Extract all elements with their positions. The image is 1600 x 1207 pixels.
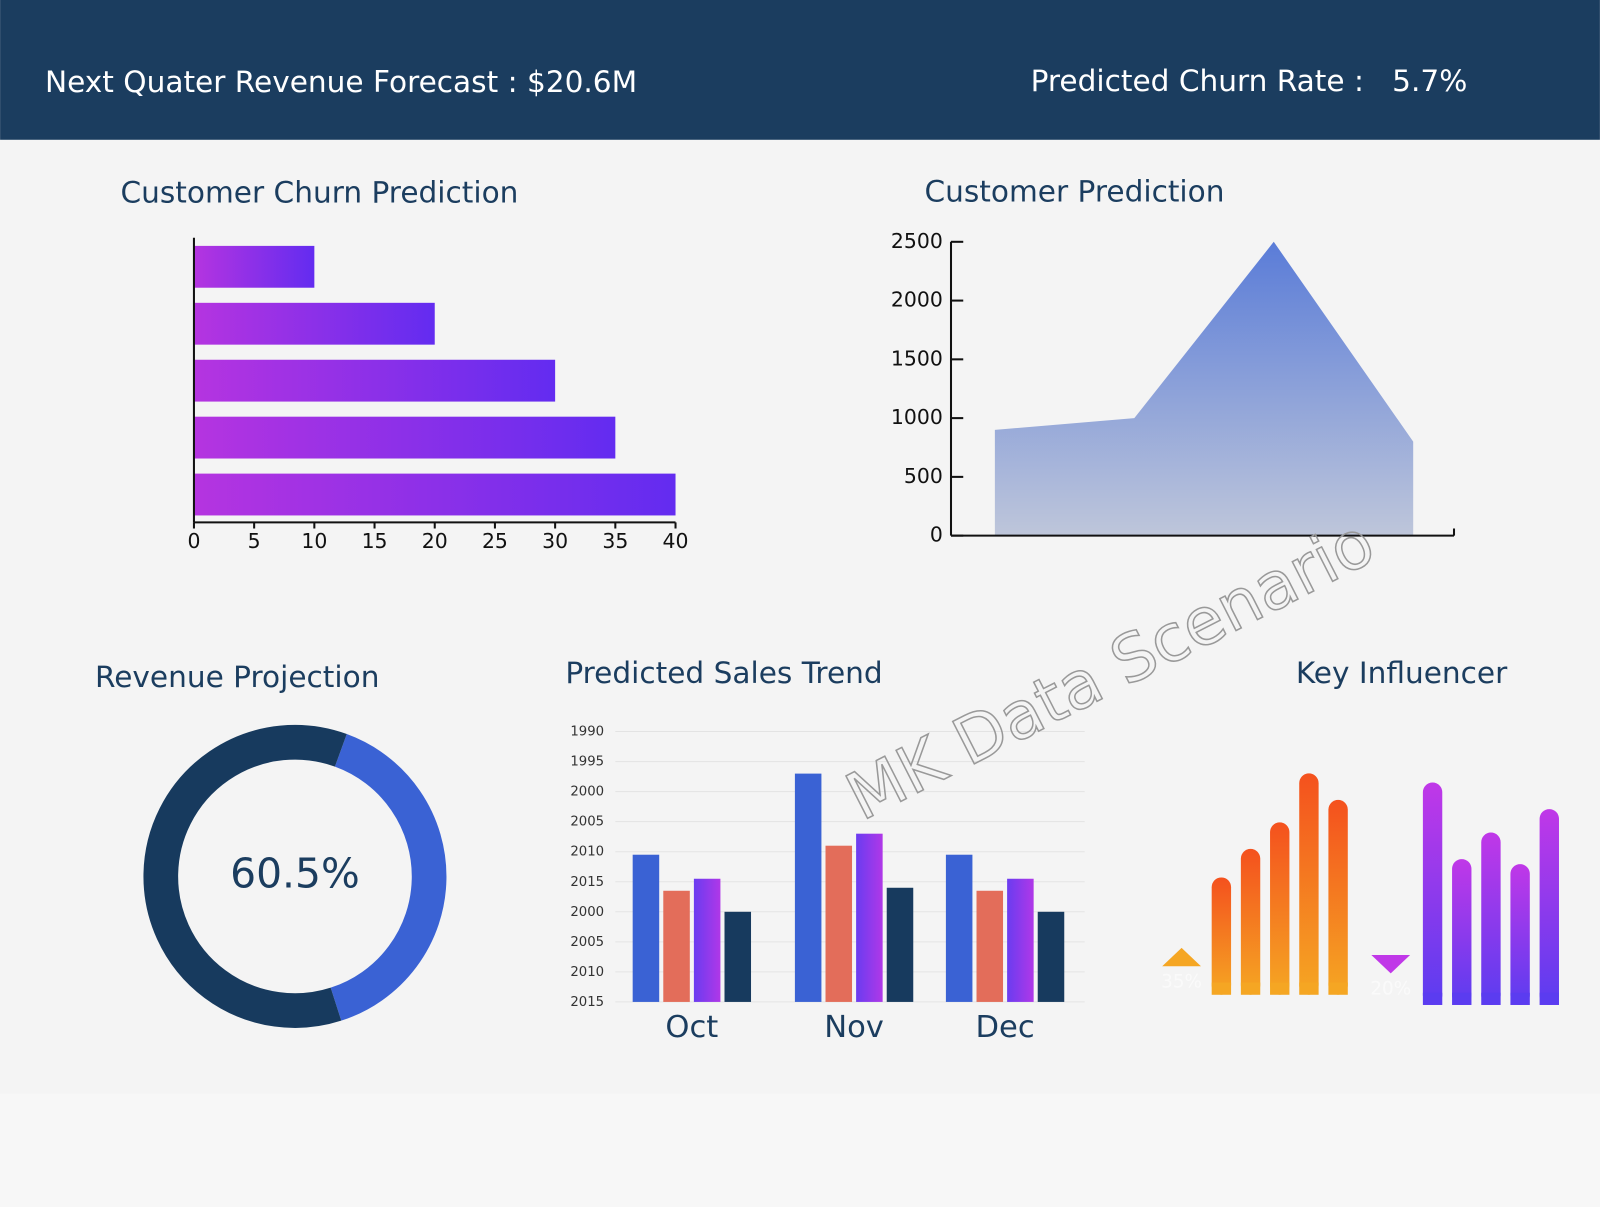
- y-tick-label: 2015: [570, 875, 604, 890]
- x-tick-label: 15: [362, 529, 388, 553]
- revenue-forecast: Next Quater Revenue Forecast : $20.6M: [45, 65, 637, 99]
- chart-title: Revenue Projection: [95, 660, 379, 694]
- y-tick-label: 2000: [570, 785, 604, 800]
- bar: [794, 773, 822, 1002]
- bar: [1211, 877, 1232, 995]
- x-tick-label: 25: [482, 529, 508, 553]
- x-tick-label: 10: [301, 529, 327, 553]
- bar: [1510, 864, 1530, 1005]
- bar: [724, 911, 752, 1002]
- bar: [1270, 822, 1290, 995]
- y-tick-label: 0: [930, 523, 943, 547]
- chart-title: Customer Churn Prediction: [120, 175, 518, 209]
- bar: [693, 878, 721, 1002]
- indicator: [1162, 947, 1201, 967]
- y-tick-label: 1990: [570, 725, 604, 740]
- bar: [1481, 832, 1501, 1005]
- donut-segment: [330, 734, 447, 1021]
- y-tick-label: 1500: [891, 346, 943, 370]
- bar: [945, 854, 973, 1002]
- indicator: [1371, 954, 1411, 974]
- bar: [193, 302, 435, 345]
- y-tick-label: 2005: [570, 815, 604, 830]
- y-tick-label: 1000: [891, 405, 943, 429]
- bar-foot: [1240, 982, 1261, 995]
- bar-foot: [1539, 992, 1559, 1005]
- bar: [1240, 848, 1261, 995]
- x-tick-label: 5: [248, 529, 261, 553]
- bar-foot: [1299, 982, 1319, 995]
- bar: [1007, 878, 1034, 1002]
- x-tick-label: 35: [602, 529, 628, 553]
- x-tick-label: Nov: [824, 1010, 884, 1045]
- chart-title: Predicted Sales Trend: [565, 656, 882, 690]
- center-label: 60.5%: [230, 849, 360, 897]
- bar: [1539, 809, 1559, 1005]
- bar: [193, 473, 676, 516]
- y-tick-label: 500: [904, 464, 943, 488]
- bar: [193, 359, 556, 402]
- chart-title: Key Influencer: [1296, 656, 1508, 690]
- bar-foot: [1452, 992, 1472, 1005]
- y-tick-label: 2000: [570, 905, 604, 920]
- x-tick-label: 40: [663, 529, 689, 553]
- y-tick-label: 2005: [570, 935, 604, 950]
- y-tick-label: 2500: [891, 229, 943, 253]
- bar: [193, 245, 315, 288]
- y-tick-label: 2010: [570, 845, 604, 860]
- y-tick-label: 1995: [570, 755, 604, 770]
- bar-foot: [1328, 982, 1348, 995]
- x-tick-label: 30: [542, 529, 568, 553]
- x-tick-label: 0: [187, 529, 200, 553]
- bar: [1299, 773, 1319, 995]
- bar-foot: [1270, 982, 1290, 995]
- bar: [825, 845, 853, 1002]
- x-tick-label: Oct: [665, 1010, 718, 1045]
- bar-foot: [1481, 992, 1501, 1005]
- bar: [976, 890, 1004, 1002]
- x-tick-label: 20: [422, 529, 448, 553]
- bar: [1328, 799, 1348, 995]
- bar: [663, 890, 690, 1002]
- indicator-label: 35%: [1161, 972, 1202, 993]
- bar: [1422, 782, 1443, 1005]
- bar: [1037, 911, 1065, 1002]
- header-bar: [0, 0, 1600, 140]
- y-tick-label: 2010: [570, 965, 604, 980]
- donut-segment: [143, 724, 347, 1028]
- churn-rate: Predicted Churn Rate : 5.7%: [1031, 64, 1468, 98]
- bar: [856, 833, 883, 1002]
- bar: [1452, 859, 1472, 1005]
- bar: [886, 887, 914, 1002]
- indicator-label: 20%: [1370, 979, 1411, 1000]
- x-tick-label: Dec: [975, 1010, 1034, 1045]
- bar-foot: [1211, 982, 1232, 995]
- chart-title: Customer Prediction: [924, 174, 1224, 208]
- area: [994, 241, 1414, 536]
- bar: [632, 854, 660, 1002]
- y-tick-label: 2000: [891, 288, 943, 312]
- bar: [193, 416, 616, 459]
- bar-foot: [1422, 992, 1443, 1005]
- y-tick-label: 2015: [570, 995, 604, 1010]
- bar-foot: [1510, 992, 1530, 1005]
